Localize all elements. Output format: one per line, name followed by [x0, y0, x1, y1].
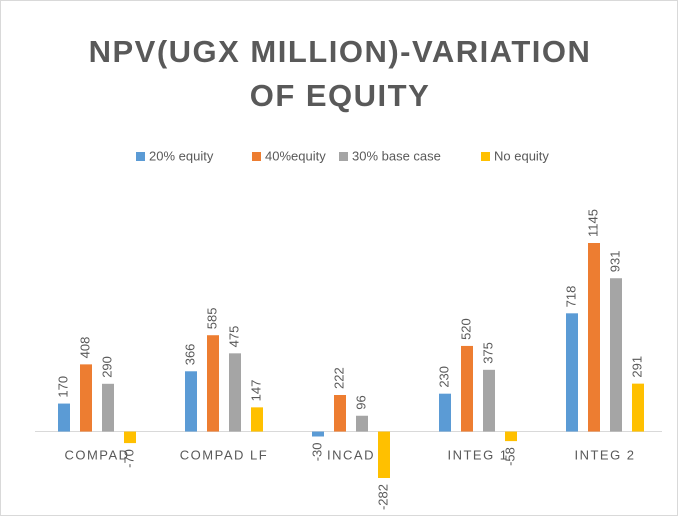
bar	[632, 383, 644, 432]
bar	[566, 313, 578, 432]
legend-label: 30% base case	[352, 148, 441, 163]
x-tick-label: INTEG 2	[574, 447, 635, 462]
bar	[588, 243, 600, 432]
data-label: -70	[121, 449, 136, 468]
legend-swatch	[339, 152, 348, 161]
data-label: -58	[502, 447, 517, 466]
legend-label: No equity	[494, 148, 549, 163]
data-label: 475	[226, 326, 241, 348]
bar	[102, 383, 114, 432]
bar	[80, 364, 92, 432]
bar	[610, 278, 622, 432]
data-label: 931	[607, 251, 622, 273]
data-label: 520	[458, 318, 473, 340]
data-label: 408	[77, 337, 92, 359]
bar	[378, 431, 390, 478]
bar	[207, 335, 219, 432]
data-label: 230	[436, 366, 451, 388]
bar	[483, 369, 495, 432]
bar	[334, 395, 346, 432]
bar	[461, 345, 473, 432]
data-label: 366	[182, 344, 197, 366]
data-label: 718	[563, 286, 578, 308]
chart-title: NPV(UGX MILLION)-VARIATION OF EQUITY	[88, 34, 592, 113]
data-label: 375	[480, 342, 495, 364]
bar	[124, 431, 136, 444]
bar	[505, 431, 517, 442]
x-tick-label: COMPAD	[64, 447, 129, 462]
bar	[312, 431, 324, 437]
data-label: -282	[375, 484, 390, 510]
legend-label: 20% equity	[149, 148, 214, 163]
x-tick-label: INTEG 1	[447, 447, 508, 462]
bar	[439, 393, 451, 432]
data-label: -30	[309, 443, 324, 462]
data-label: 96	[353, 395, 368, 409]
x-tick-label: COMPAD LF	[180, 447, 268, 462]
legend-swatch	[481, 152, 490, 161]
bar	[229, 353, 241, 432]
x-tick-label: INCAD	[327, 447, 375, 462]
data-label: 147	[248, 380, 263, 402]
bar	[251, 407, 263, 432]
data-label: 585	[204, 308, 219, 330]
legend-label: 40%equity	[265, 148, 326, 163]
legend-swatch	[252, 152, 261, 161]
data-label: 222	[331, 367, 346, 389]
data-label: 1145	[585, 209, 600, 237]
bar	[185, 371, 197, 432]
data-label: 291	[629, 356, 644, 378]
bar	[58, 403, 70, 432]
legend-swatch	[136, 152, 145, 161]
data-label: 170	[55, 376, 70, 398]
data-label: 290	[99, 356, 114, 378]
bar	[356, 415, 368, 432]
